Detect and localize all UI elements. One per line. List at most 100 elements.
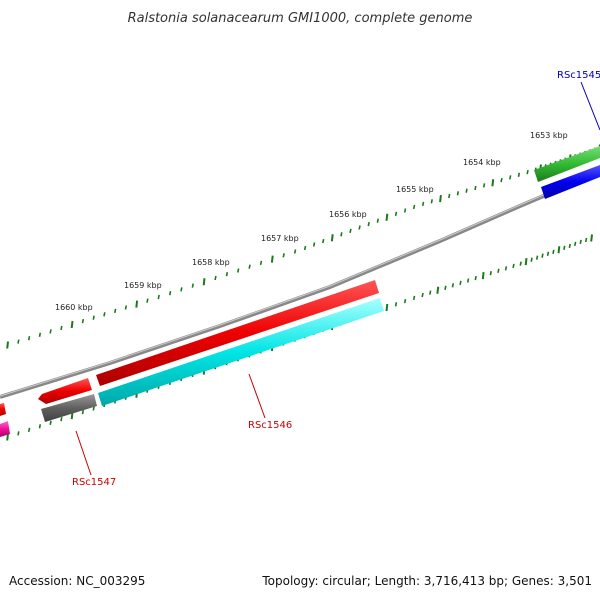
scale-label-1655: 1655 kbp (396, 185, 434, 194)
gene-label-rsc1546[interactable]: RSc1546 (248, 420, 292, 431)
outer-scale-tick (293, 249, 297, 254)
inner-scale-tick (451, 283, 455, 288)
outer-scale-tick (322, 238, 325, 244)
outer-scale-tick (168, 291, 172, 296)
scale-label-1653: 1653 kbp (530, 131, 568, 140)
outer-scale-tick (180, 287, 183, 292)
outer-scale-tick (509, 175, 512, 180)
scale-label-1660: 1660 kbp (55, 303, 93, 312)
topology-text: Topology: circular; Length: 3,716,413 bp… (262, 574, 592, 588)
scale-label-1657: 1657 kbp (261, 234, 299, 243)
scale-label-1659: 1659 kbp (124, 281, 162, 290)
inner-scale-tick (444, 285, 447, 290)
inner-scale-tick (481, 271, 485, 280)
outer-scale-tick (225, 272, 229, 277)
inner-scale-tick (574, 241, 577, 247)
outer-scale-tick (248, 264, 251, 269)
outer-scale-tick (103, 312, 106, 317)
inner-scale-tick (519, 261, 522, 266)
accession-text: Accession: NC_003295 (9, 574, 146, 588)
outer-scale-tick (367, 221, 370, 227)
outer-scale-tick (394, 211, 398, 217)
outer-scale-tick (27, 336, 31, 341)
gene-label-rsc1547[interactable]: RSc1547 (72, 477, 116, 488)
outer-scale-tick (340, 232, 343, 237)
inner-scale-tick (17, 431, 20, 436)
outer-scale-tick (312, 242, 316, 247)
outer-scale-tick (17, 339, 20, 344)
genome-backbone (0, 170, 600, 399)
inner-scale-tick (504, 266, 508, 271)
inner-scale-tick (49, 420, 52, 425)
outer-scale-tick (214, 275, 217, 281)
outer-scale-tick (517, 172, 521, 177)
outer-scale-tick (474, 185, 477, 191)
outer-scale-tick (124, 305, 128, 310)
outer-scale-tick (482, 183, 486, 188)
inner-scale-tick (590, 234, 593, 242)
outer-scale-tick (6, 341, 9, 349)
inner-scale-tick (60, 417, 63, 422)
gene-label-rsc1545[interactable]: RSc1545 (557, 70, 600, 81)
outer-scale-tick (282, 253, 285, 258)
outer-scale-tick (430, 199, 433, 204)
inner-scale-tick (524, 257, 528, 266)
outer-scale-tick (202, 278, 206, 286)
inner-scale-tick (403, 298, 407, 304)
scale-label-1656: 1656 kbp (329, 210, 367, 219)
gene-rsc1547-gray[interactable] (41, 394, 97, 422)
outer-scale-tick (81, 318, 85, 324)
outer-scale-tick (456, 191, 460, 196)
outer-scale-tick (465, 188, 468, 193)
outer-scale-tick (448, 193, 451, 199)
inner-scale-tick (568, 243, 571, 249)
outer-scale-tick (412, 204, 416, 210)
outer-scale-tick (500, 177, 503, 183)
inner-scale-tick (584, 237, 588, 243)
inner-scale-tick (436, 286, 440, 294)
outer-scale-tick (157, 294, 160, 300)
inner-scale-tick (530, 257, 533, 262)
outer-scale-tick (270, 255, 274, 263)
inner-scale-tick (429, 290, 432, 295)
gene-rsc1546-cyan[interactable] (98, 298, 384, 406)
gene-rsc1546-red[interactable] (96, 280, 379, 386)
outer-scale-tick (385, 213, 389, 221)
inner-scale-tick (385, 303, 389, 312)
inner-scale-tick (546, 251, 550, 256)
outer-scale-tick (191, 283, 194, 288)
inner-scale-tick (394, 302, 398, 307)
inner-scale-tick (563, 245, 566, 250)
outer-scale-tick (526, 169, 529, 175)
gene-edge-magenta[interactable] (0, 421, 10, 437)
inner-scale-tick (474, 275, 477, 281)
gene-edge-red[interactable] (0, 403, 6, 416)
gene-rsc1545-blue[interactable] (541, 165, 600, 199)
outer-scale-tick (60, 325, 63, 331)
gene-rsc1547-red[interactable] (38, 378, 92, 404)
gene-rsc1545-green[interactable] (534, 146, 600, 182)
inner-scale-tick (81, 409, 85, 415)
outer-scale-tick (349, 228, 352, 234)
inner-scale-tick (557, 246, 561, 254)
inner-scale-tick (541, 253, 544, 258)
label-line-rsc1546 (248, 373, 266, 419)
inner-scale-tick (6, 433, 9, 441)
outer-scale-tick (330, 234, 334, 242)
label-line-rsc1547 (75, 430, 92, 476)
inner-scale-tick (497, 268, 500, 273)
outer-scale-ticks (6, 144, 600, 349)
inner-scale-tick (421, 292, 424, 298)
inner-scale-tick (466, 278, 470, 283)
outer-scale-tick (146, 298, 149, 303)
inner-scale-tick (489, 271, 492, 276)
inner-scale-tick (412, 295, 416, 301)
outer-scale-tick (49, 329, 52, 334)
map-title: Ralstonia solanacearum GMI1000, complete… (128, 11, 473, 26)
inner-scale-tick (27, 427, 31, 433)
inner-scale-tick (579, 239, 582, 245)
outer-scale-tick (358, 225, 361, 230)
genome-backbone-highlight (0, 170, 600, 397)
inner-scale-tick (552, 249, 555, 254)
